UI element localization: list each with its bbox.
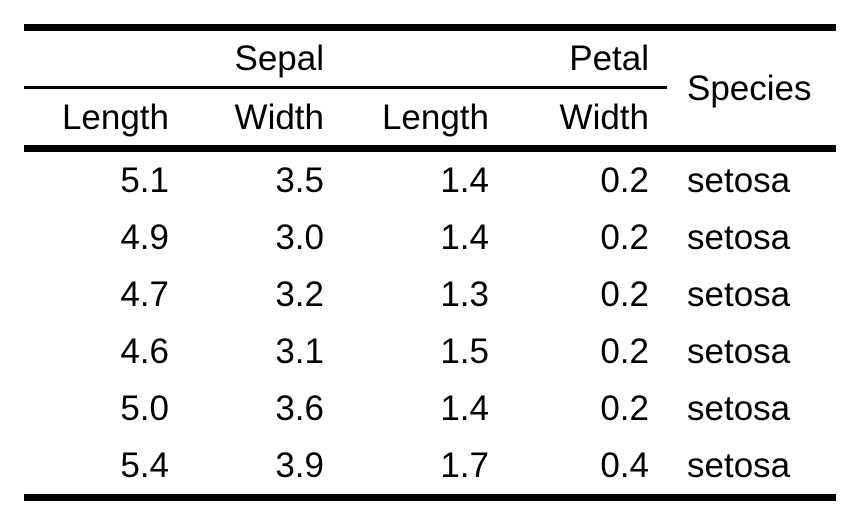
cell-petal-width: 0.4	[600, 446, 649, 485]
sub-header-row: Length Width Length Width	[24, 89, 836, 152]
cell-species: setosa	[687, 218, 791, 257]
column-header-species: Species	[649, 31, 836, 152]
cell-sepal-length: 4.9	[120, 218, 169, 257]
cell-petal-length: 1.3	[440, 275, 489, 314]
table-row: 5.0 3.6 1.4 0.2 setosa	[24, 380, 836, 437]
cell-petal-width: 0.2	[600, 275, 649, 314]
spanner-rule-extension	[649, 86, 667, 89]
cell-sepal-width: 3.9	[275, 446, 324, 485]
cell-species: setosa	[687, 275, 791, 314]
table-row: 4.7 3.2 1.3 0.2 setosa	[24, 266, 836, 323]
cell-petal-width: 0.2	[600, 218, 649, 257]
cell-sepal-width: 3.5	[275, 161, 324, 200]
cell-species: setosa	[687, 446, 791, 485]
table-row: 4.6 3.1 1.5 0.2 setosa	[24, 323, 836, 380]
cell-sepal-length: 5.1	[120, 161, 169, 200]
table-wrapper: Sepal Petal Species Length Width Length …	[24, 24, 836, 501]
cell-sepal-width: 3.6	[275, 389, 324, 428]
cell-sepal-width: 3.1	[275, 332, 324, 371]
cell-petal-length: 1.7	[440, 446, 489, 485]
cell-species: setosa	[687, 161, 791, 200]
cell-sepal-length: 4.7	[120, 275, 169, 314]
cell-sepal-length: 5.0	[120, 389, 169, 428]
cell-petal-length: 1.5	[440, 332, 489, 371]
column-group-sepal: Sepal	[24, 31, 324, 89]
cell-species: setosa	[687, 389, 791, 428]
cell-sepal-width: 3.0	[275, 218, 324, 257]
cell-sepal-width: 3.2	[275, 275, 324, 314]
cell-petal-length: 1.4	[440, 218, 489, 257]
table-row: 5.1 3.5 1.4 0.2 setosa	[24, 152, 836, 209]
column-header-sepal-length: Length	[24, 89, 169, 152]
iris-data-table: Sepal Petal Species Length Width Length …	[24, 24, 836, 501]
table-header: Sepal Petal Species Length Width Length …	[24, 31, 836, 152]
column-header-sepal-width: Width	[169, 89, 324, 152]
table-row: 4.9 3.0 1.4 0.2 setosa	[24, 209, 836, 266]
column-group-petal: Petal	[324, 31, 649, 89]
table-row: 5.4 3.9 1.7 0.4 setosa	[24, 437, 836, 494]
cell-sepal-length: 5.4	[120, 446, 169, 485]
cell-petal-length: 1.4	[440, 389, 489, 428]
column-header-petal-length: Length	[324, 89, 489, 152]
cell-sepal-length: 4.6	[120, 332, 169, 371]
cell-species: setosa	[687, 332, 791, 371]
table-body: 5.1 3.5 1.4 0.2 setosa 4.9 3.0 1.4 0.2 s…	[24, 152, 836, 494]
cell-petal-length: 1.4	[440, 161, 489, 200]
column-header-petal-width: Width	[489, 89, 649, 152]
cell-petal-width: 0.2	[600, 389, 649, 428]
spanner-row: Sepal Petal Species	[24, 31, 836, 152]
cell-petal-width: 0.2	[600, 332, 649, 371]
cell-petal-width: 0.2	[600, 161, 649, 200]
